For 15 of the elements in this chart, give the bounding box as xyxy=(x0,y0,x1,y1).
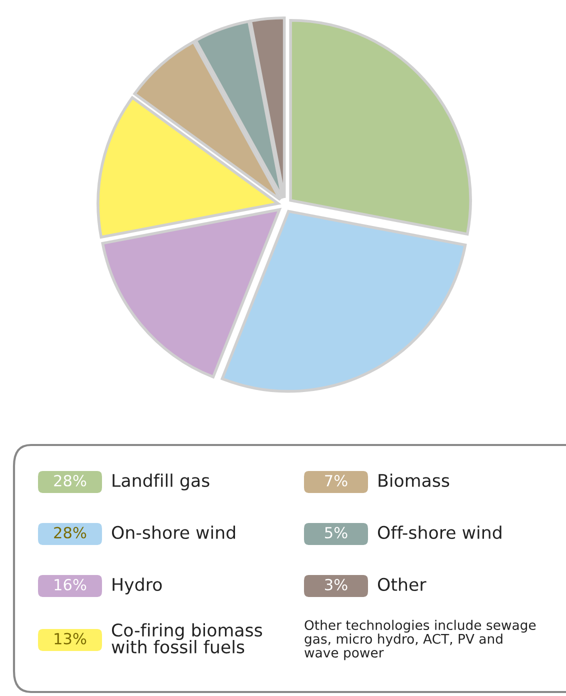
data-label: 5% xyxy=(325,526,348,538)
data-label: 7% xyxy=(325,474,348,486)
legend-label: On-shore wind xyxy=(112,526,236,540)
legend-label: Other xyxy=(378,578,426,592)
legend-label: Off-shore wind xyxy=(378,526,502,540)
data-label: 13% xyxy=(54,632,86,644)
legend-label: Landfill gas xyxy=(112,474,210,490)
legend-label: Biomass xyxy=(378,474,450,488)
legend-label: Hydro xyxy=(112,578,162,594)
legend-label: Co-firing biomass with fossil fuels xyxy=(112,623,262,654)
data-label: 28% xyxy=(54,526,86,538)
data-label: 16% xyxy=(54,578,86,590)
text: Other technologies include sewage gas, micro hydro, ACT, PV and wave power xyxy=(304,620,536,660)
data-label: 3% xyxy=(325,578,348,590)
data-label: 28% xyxy=(54,474,86,486)
